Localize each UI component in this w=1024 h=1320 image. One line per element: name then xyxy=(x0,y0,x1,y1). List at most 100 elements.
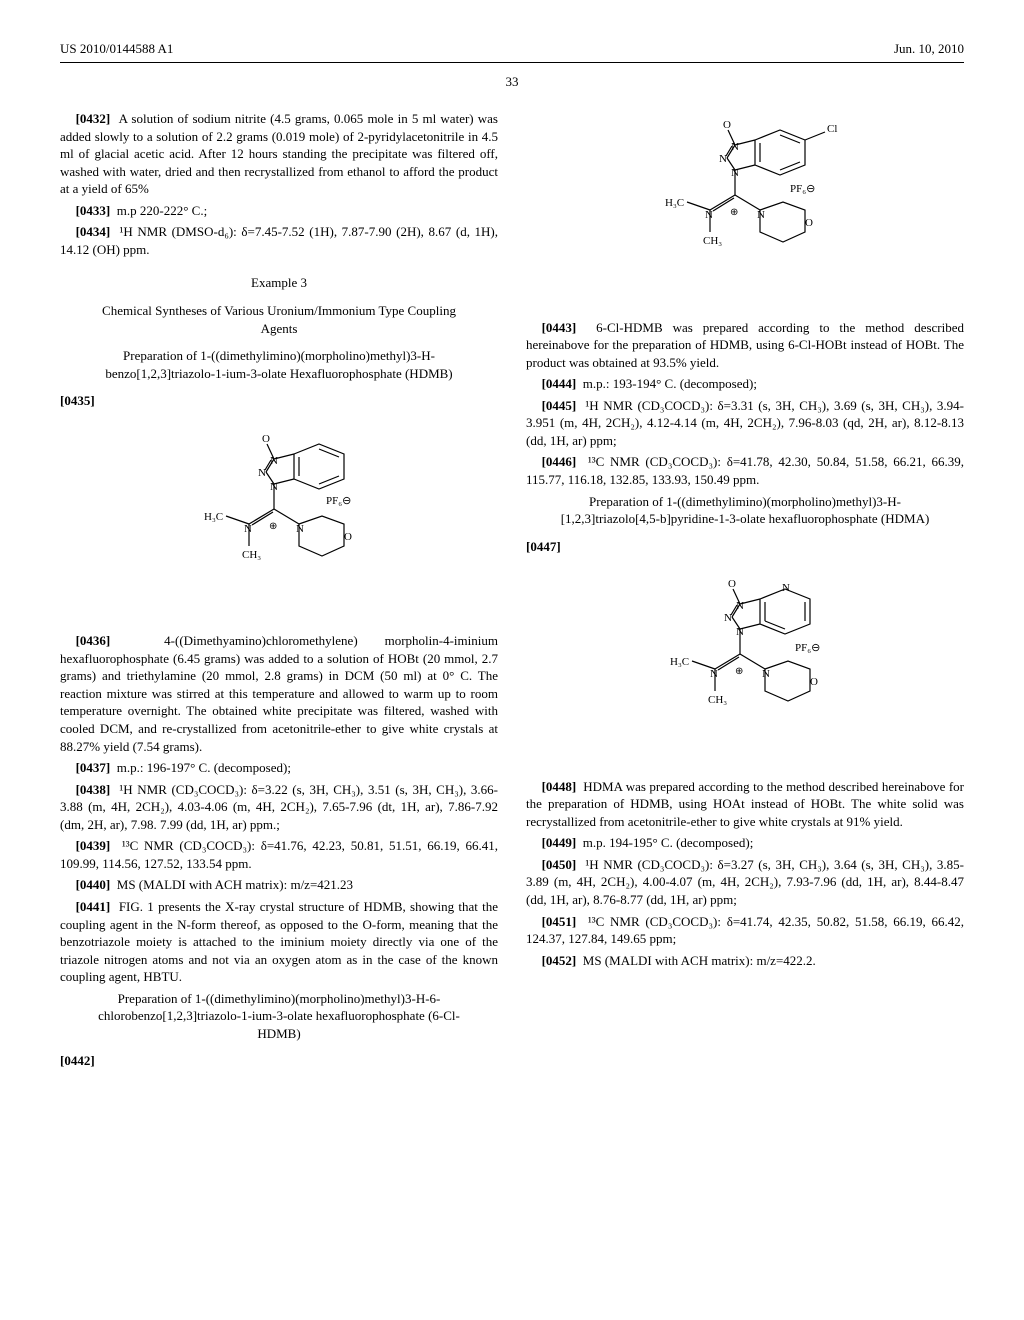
paragraph-0432: [0432] A solution of sodium nitrite (4.5… xyxy=(60,110,498,198)
para-num: [0433] xyxy=(76,203,111,218)
svg-text:PF₆⊖: PF₆⊖ xyxy=(790,183,815,195)
svg-text:Cl: Cl xyxy=(827,123,837,135)
para-text: 6-Cl-HDMB was prepared according to the … xyxy=(526,320,964,370)
svg-text:N: N xyxy=(762,668,770,680)
para-num: [0449] xyxy=(542,835,577,850)
svg-text:PF₆⊖: PF₆⊖ xyxy=(795,642,820,654)
label-N: N xyxy=(258,467,266,479)
para-num: [0438] xyxy=(76,782,111,797)
para-text: ¹H NMR (DMSO-d₆): δ=7.45-7.52 (1H), 7.87… xyxy=(60,224,498,257)
para-text: ¹³C NMR (CD₃COCD₃): δ=41.76, 42.23, 50.8… xyxy=(60,838,498,871)
para-num: [0446] xyxy=(542,454,577,469)
structure-hdma: O N N N N N N O H₃C CH₃ PF₆⊖ ⊕ xyxy=(526,569,964,764)
para-text: 4-((Dimethyamino)chloromethylene) morpho… xyxy=(60,633,498,753)
paragraph-0436: [0436] 4-((Dimethyamino)chloromethylene)… xyxy=(60,632,498,755)
svg-text:O: O xyxy=(805,217,813,229)
structure-6cl-hdmb: O Cl N N N N N O H₃C CH₃ PF₆⊖ ⊕ xyxy=(526,110,964,305)
paragraph-0447: [0447] xyxy=(526,538,964,556)
svg-text:O: O xyxy=(728,578,736,590)
svg-text:N: N xyxy=(757,209,765,221)
svg-text:N: N xyxy=(782,582,790,594)
svg-text:N: N xyxy=(710,668,718,680)
svg-text:N: N xyxy=(719,153,727,165)
paragraph-0438: [0438] ¹H NMR (CD₃COCD₃): δ=3.22 (s, 3H,… xyxy=(60,781,498,834)
para-num: [0450] xyxy=(542,857,577,872)
paragraph-0437: [0437] m.p.: 196-197° C. (decomposed); xyxy=(60,759,498,777)
svg-text:O: O xyxy=(810,676,818,688)
svg-text:N: N xyxy=(705,209,713,221)
label-PF6: PF₆⊖ xyxy=(326,495,351,507)
paragraph-0443: [0443] 6-Cl-HDMB was prepared according … xyxy=(526,319,964,372)
label-O: O xyxy=(344,531,352,543)
paragraph-0446: [0446] ¹³C NMR (CD₃COCD₃): δ=41.78, 42.3… xyxy=(526,453,964,488)
para-num: [0435] xyxy=(60,393,95,408)
para-text: ¹H NMR (CD₃COCD₃): δ=3.22 (s, 3H, CH₃), … xyxy=(60,782,498,832)
label-N: N xyxy=(270,481,278,493)
para-text: FIG. 1 presents the X-ray crystal struct… xyxy=(60,899,498,984)
para-text: ¹³C NMR (CD₃COCD₃): δ=41.74, 42.35, 50.8… xyxy=(526,914,964,947)
para-num: [0442] xyxy=(60,1053,95,1068)
label-N: N xyxy=(270,455,278,467)
doc-date: Jun. 10, 2010 xyxy=(894,40,964,58)
label-N: N xyxy=(296,523,304,535)
svg-text:N: N xyxy=(731,141,739,153)
para-num: [0452] xyxy=(542,953,577,968)
example-3-title: Chemical Syntheses of Various Uronium/Im… xyxy=(90,302,468,337)
paragraph-0452: [0452] MS (MALDI with ACH matrix): m/z=4… xyxy=(526,952,964,970)
paragraph-0433: [0433] m.p 220-222° C.; xyxy=(60,202,498,220)
para-text: m.p 220-222° C.; xyxy=(117,203,207,218)
paragraph-0442: [0442] xyxy=(60,1052,498,1070)
paragraph-0444: [0444] m.p.: 193-194° C. (decomposed); xyxy=(526,375,964,393)
label-plus: ⊕ xyxy=(269,521,277,532)
svg-text:N: N xyxy=(736,600,744,612)
para-text: HDMA was prepared according to the metho… xyxy=(526,779,964,829)
para-text: MS (MALDI with ACH matrix): m/z=421.23 xyxy=(117,877,353,892)
para-num: [0440] xyxy=(76,877,111,892)
para-num: [0434] xyxy=(76,224,111,239)
label-N: N xyxy=(244,523,252,535)
para-text: ¹³C NMR (CD₃COCD₃): δ=41.78, 42.30, 50.8… xyxy=(526,454,964,487)
para-num: [0445] xyxy=(542,398,577,413)
svg-text:N: N xyxy=(724,612,732,624)
svg-text:⊕: ⊕ xyxy=(730,207,738,218)
svg-text:CH₃: CH₃ xyxy=(703,235,722,247)
para-num: [0444] xyxy=(542,376,577,391)
example-3-heading: Example 3 xyxy=(60,274,498,292)
para-num: [0448] xyxy=(542,779,577,794)
paragraph-0449: [0449] m.p. 194-195° C. (decomposed); xyxy=(526,834,964,852)
paragraph-0440: [0440] MS (MALDI with ACH matrix): m/z=4… xyxy=(60,876,498,894)
prep-hdmb-title: Preparation of 1-((dimethylimino)(morpho… xyxy=(90,347,468,382)
para-num: [0447] xyxy=(526,539,561,554)
para-text: ¹H NMR (CD₃COCD₃): δ=3.27 (s, 3H, CH₃), … xyxy=(526,857,964,907)
svg-text:N: N xyxy=(731,167,739,179)
para-num: [0441] xyxy=(76,899,111,914)
paragraph-0448: [0448] HDMA was prepared according to th… xyxy=(526,778,964,831)
paragraph-0450: [0450] ¹H NMR (CD₃COCD₃): δ=3.27 (s, 3H,… xyxy=(526,856,964,909)
para-num: [0451] xyxy=(542,914,577,929)
label-O: O xyxy=(262,433,270,445)
para-text: A solution of sodium nitrite (4.5 grams,… xyxy=(60,111,498,196)
paragraph-0445: [0445] ¹H NMR (CD₃COCD₃): δ=3.31 (s, 3H,… xyxy=(526,397,964,450)
svg-text:H₃C: H₃C xyxy=(665,197,684,209)
para-num: [0436] xyxy=(76,633,111,648)
prep-6cl-hdmb-title: Preparation of 1-((dimethylimino)(morpho… xyxy=(90,990,468,1043)
para-text: MS (MALDI with ACH matrix): m/z=422.2. xyxy=(583,953,816,968)
paragraph-0441: [0441] FIG. 1 presents the X-ray crystal… xyxy=(60,898,498,986)
label-CH3: CH₃ xyxy=(242,549,261,561)
structure-hdmb: O N N N N N O H₃C CH₃ PF₆⊖ ⊕ xyxy=(60,424,498,619)
svg-text:CH₃: CH₃ xyxy=(708,694,727,706)
doc-number: US 2010/0144588 A1 xyxy=(60,40,173,58)
para-num: [0432] xyxy=(76,111,111,126)
svg-text:H₃C: H₃C xyxy=(670,656,689,668)
svg-text:O: O xyxy=(723,119,731,131)
paragraph-0435: [0435] xyxy=(60,392,498,410)
paragraph-0439: [0439] ¹³C NMR (CD₃COCD₃): δ=41.76, 42.2… xyxy=(60,837,498,872)
svg-text:N: N xyxy=(736,626,744,638)
para-num: [0437] xyxy=(76,760,111,775)
prep-hdma-title: Preparation of 1-((dimethylimino)(morpho… xyxy=(556,493,934,528)
paragraph-0434: [0434] ¹H NMR (DMSO-d₆): δ=7.45-7.52 (1H… xyxy=(60,223,498,258)
para-num: [0443] xyxy=(542,320,577,335)
paragraph-0451: [0451] ¹³C NMR (CD₃COCD₃): δ=41.74, 42.3… xyxy=(526,913,964,948)
para-num: [0439] xyxy=(76,838,111,853)
para-text: m.p.: 196-197° C. (decomposed); xyxy=(117,760,291,775)
